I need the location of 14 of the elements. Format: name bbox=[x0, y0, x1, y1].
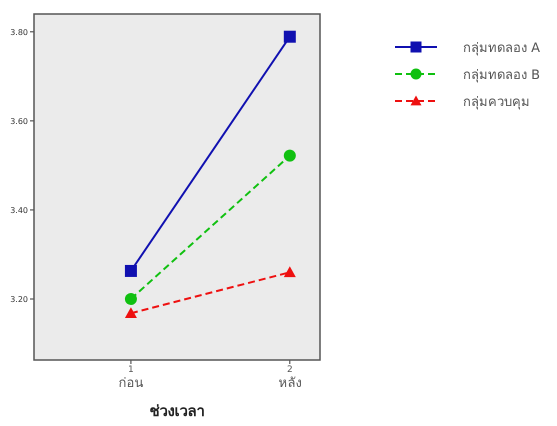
x-tick-label: 1 ก่อน bbox=[118, 365, 144, 391]
point bbox=[284, 150, 296, 162]
y-tick-label: 3.80 bbox=[10, 28, 28, 37]
legend-label: กลุ่มทดลอง B bbox=[463, 68, 540, 83]
y-tick-label: 3.20 bbox=[10, 294, 28, 304]
legend-label: กลุ่มควบคุม bbox=[463, 95, 530, 110]
y-tick-label: 3.60 bbox=[10, 116, 28, 126]
point bbox=[284, 30, 296, 43]
y-tick-label: 3.40 bbox=[10, 206, 28, 215]
legend-label: กลุ่มทดลอง A bbox=[463, 41, 540, 56]
x-tick-label: 2 หลัง bbox=[278, 365, 302, 391]
x-axis-title: ช่วงเวลา bbox=[150, 402, 204, 420]
point bbox=[124, 292, 137, 305]
point bbox=[124, 264, 137, 277]
